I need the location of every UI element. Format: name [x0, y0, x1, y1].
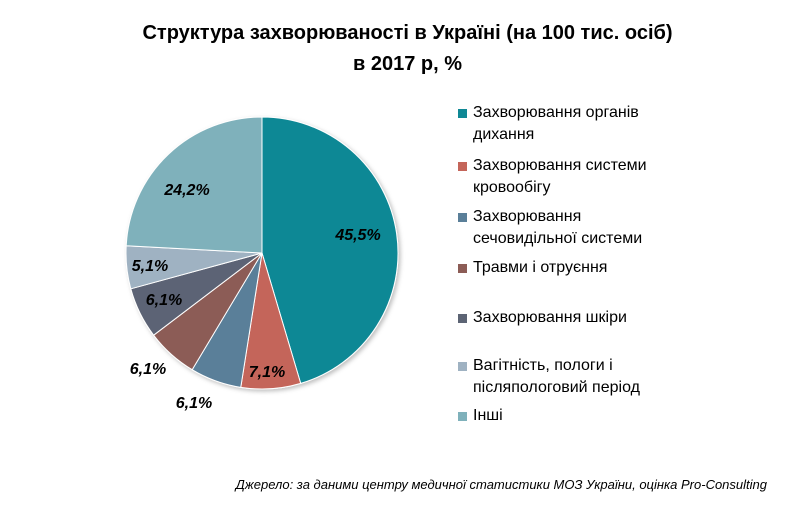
- legend-label-line2: післяпологовий період: [473, 379, 640, 396]
- legend-swatch: [458, 213, 467, 222]
- pie-data-label: 6,1%: [146, 292, 182, 309]
- legend-label: Захворювання системи кровообігу: [473, 155, 703, 199]
- legend-item-respiratory: Захворювання органів дихання: [458, 102, 703, 146]
- legend-label-line1: Вагітність, пологи і: [473, 357, 613, 374]
- legend-label-line1: Інші: [473, 407, 503, 424]
- legend-label: Травми і отруєння: [473, 257, 703, 279]
- legend-item-other: Інші: [458, 405, 703, 427]
- legend-label-line1: Захворювання шкіри: [473, 309, 627, 326]
- legend-label-line1: Травми і отруєння: [473, 259, 608, 276]
- legend-label: Захворювання сечовидільної системи: [473, 206, 703, 250]
- legend-swatch: [458, 362, 467, 371]
- legend-swatch: [458, 314, 467, 323]
- source-note: Джерело: за даними центру медичної стати…: [235, 477, 767, 492]
- legend-label-line1: Захворювання органів: [473, 104, 639, 121]
- pie-data-label: 7,1%: [249, 364, 285, 381]
- legend-label: Інші: [473, 405, 703, 427]
- pie-data-label: 5,1%: [132, 258, 168, 275]
- chart-title: Структура захворюваності в Україні (на 1…: [0, 18, 785, 80]
- legend-item-injuries: Травми і отруєння: [458, 257, 703, 279]
- legend-label-line2: кровообігу: [473, 179, 551, 196]
- legend-label: Захворювання шкіри: [473, 307, 703, 329]
- pie-slice: [261, 116, 399, 385]
- pie-slices: [125, 116, 399, 390]
- pie-data-label: 6,1%: [176, 395, 212, 412]
- legend-item-urinary: Захворювання сечовидільної системи: [458, 206, 703, 250]
- legend-swatch: [458, 109, 467, 118]
- legend-item-skin: Захворювання шкіри: [458, 307, 703, 329]
- chart-title-line1: Структура захворюваності в Україні (на 1…: [142, 22, 673, 44]
- pie-data-label: 6,1%: [130, 361, 166, 378]
- legend-swatch: [458, 264, 467, 273]
- chart-title-line2: в 2017 р, %: [352, 53, 462, 75]
- legend-swatch: [458, 162, 467, 171]
- legend-item-circulatory: Захворювання системи кровообігу: [458, 155, 703, 199]
- pie-data-label: 45,5%: [334, 227, 380, 244]
- legend-label: Вагітність, пологи і післяпологовий пері…: [473, 355, 703, 399]
- pie-slice: [125, 116, 263, 254]
- legend-label-line2: сечовидільної системи: [473, 230, 643, 247]
- legend-label-line1: Захворювання: [473, 208, 582, 225]
- pie-data-label: 24,2%: [163, 182, 209, 199]
- legend-label-line2: дихання: [473, 126, 535, 143]
- pie-data-labels: 45,5% 7,1% 6,1% 6,1% 6,1% 5,1% 24,2%: [130, 182, 381, 412]
- legend-label-line1: Захворювання системи: [473, 157, 647, 174]
- legend-swatch: [458, 412, 467, 421]
- legend-label: Захворювання органів дихання: [473, 102, 703, 146]
- legend-item-pregnancy: Вагітність, пологи і післяпологовий пері…: [458, 355, 703, 399]
